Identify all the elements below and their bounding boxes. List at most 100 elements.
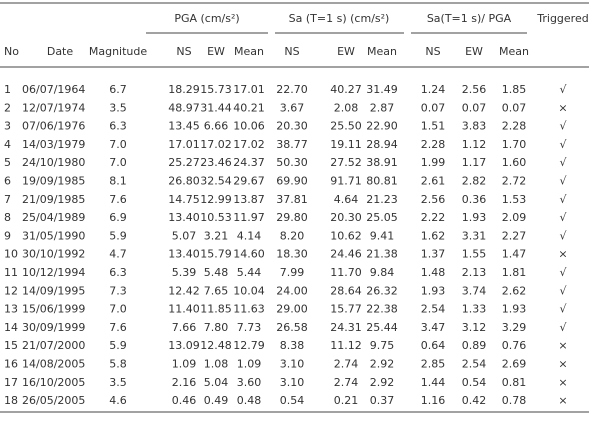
- cell: 13.40: [168, 248, 200, 261]
- cell: 5.9: [109, 229, 127, 242]
- cell: 1.48: [421, 266, 446, 279]
- cell: 21/07/2000: [22, 339, 85, 352]
- cell: 1: [4, 83, 11, 96]
- cell: 13.45: [168, 120, 200, 133]
- cell: 5.39: [172, 266, 197, 279]
- cell: 3.12: [462, 321, 487, 334]
- cell: 1.53: [502, 193, 527, 206]
- cell: 10.62: [330, 229, 362, 242]
- cell: 16/10/2005: [22, 376, 85, 389]
- cell: 2.61: [421, 175, 446, 188]
- cell: 29.67: [233, 175, 265, 188]
- cell: 21.38: [366, 248, 398, 261]
- cell: 31.44: [200, 101, 232, 114]
- cell: 13.09: [168, 339, 200, 352]
- cell: 18.30: [276, 248, 308, 261]
- cell: 0.89: [462, 339, 487, 352]
- cell: 06/07/1964: [22, 83, 85, 96]
- cell: 1.08: [204, 358, 229, 371]
- cell: 07/06/1976: [22, 120, 85, 133]
- cell: 80.81: [366, 175, 398, 188]
- column-header: EW: [465, 45, 483, 58]
- cell: √: [559, 83, 567, 96]
- cell: 10: [4, 248, 18, 261]
- cell: 26.80: [168, 175, 200, 188]
- cell: 5: [4, 156, 11, 169]
- cell: 0.21: [334, 394, 359, 407]
- cell: 1.85: [502, 83, 527, 96]
- cell: 1.47: [502, 248, 527, 261]
- cell: 24.46: [330, 248, 362, 261]
- cell: 14: [4, 321, 18, 334]
- cell: 7: [4, 193, 11, 206]
- cell: 2.56: [462, 83, 487, 96]
- cell: 7.0: [109, 138, 127, 151]
- cell: √: [559, 156, 567, 169]
- cell: 3.10: [280, 358, 305, 371]
- cell: 2.13: [462, 266, 487, 279]
- cell: 0.07: [421, 101, 446, 114]
- cell: 2: [4, 101, 11, 114]
- column-header: No: [4, 45, 19, 58]
- cell: 12: [4, 284, 18, 297]
- cell: 0.54: [462, 376, 487, 389]
- cell: 2.92: [370, 358, 395, 371]
- cell: 2.08: [334, 101, 359, 114]
- cell: 6.3: [109, 120, 127, 133]
- cell: 10.04: [233, 284, 265, 297]
- cell: 14.60: [233, 248, 265, 261]
- cell: 91.71: [330, 175, 362, 188]
- cell: 25.27: [168, 156, 200, 169]
- cell: 3.29: [502, 321, 527, 334]
- cell: 13: [4, 303, 18, 316]
- cell: 1.62: [421, 229, 446, 242]
- cell: 1.55: [462, 248, 487, 261]
- cell: 3.21: [204, 229, 229, 242]
- cell: 1.81: [502, 266, 527, 279]
- cell: 3.31: [462, 229, 487, 242]
- cell: 2.22: [421, 211, 446, 224]
- cell: 17.01: [233, 83, 265, 96]
- cell: 4: [4, 138, 11, 151]
- cell: 12.42: [168, 284, 200, 297]
- cell: 10.06: [233, 120, 265, 133]
- cell: 6.66: [204, 120, 229, 133]
- cell: 21.23: [366, 193, 398, 206]
- cell: 24/10/1980: [22, 156, 85, 169]
- cell: 1.70: [502, 138, 527, 151]
- cell: 0.48: [237, 394, 262, 407]
- cell: 10/12/1994: [22, 266, 85, 279]
- cell: √: [559, 211, 567, 224]
- cell: 31.49: [366, 83, 398, 96]
- cell: 1.44: [421, 376, 446, 389]
- cell: 2.92: [370, 376, 395, 389]
- cell: 7.0: [109, 156, 127, 169]
- cell: 4.6: [109, 394, 127, 407]
- cell: 0.46: [172, 394, 197, 407]
- cell: 1.51: [421, 120, 446, 133]
- cell: 1.33: [462, 303, 487, 316]
- cell: √: [559, 175, 567, 188]
- cell: 2.56: [421, 193, 446, 206]
- cell: 0.78: [502, 394, 527, 407]
- cell: 11.97: [233, 211, 265, 224]
- cell: 20.30: [330, 211, 362, 224]
- cell: 17: [4, 376, 18, 389]
- cell: 30/10/1992: [22, 248, 85, 261]
- cell: 2.28: [421, 138, 446, 151]
- cell: 0.76: [502, 339, 527, 352]
- cell: 5.8: [109, 358, 127, 371]
- cell: 2.09: [502, 211, 527, 224]
- cell: 14/03/1979: [22, 138, 85, 151]
- cell: ×: [558, 248, 567, 261]
- cell: 0.37: [370, 394, 395, 407]
- group-header: Sa(T=1 s)/ PGA: [427, 12, 512, 25]
- cell: √: [559, 193, 567, 206]
- cell: 2.74: [334, 376, 359, 389]
- cell: 2.62: [502, 284, 527, 297]
- cell: 2.54: [421, 303, 446, 316]
- cell: 22.90: [366, 120, 398, 133]
- cell: 3.5: [109, 101, 127, 114]
- cell: 6: [4, 175, 11, 188]
- cell: 5.44: [237, 266, 262, 279]
